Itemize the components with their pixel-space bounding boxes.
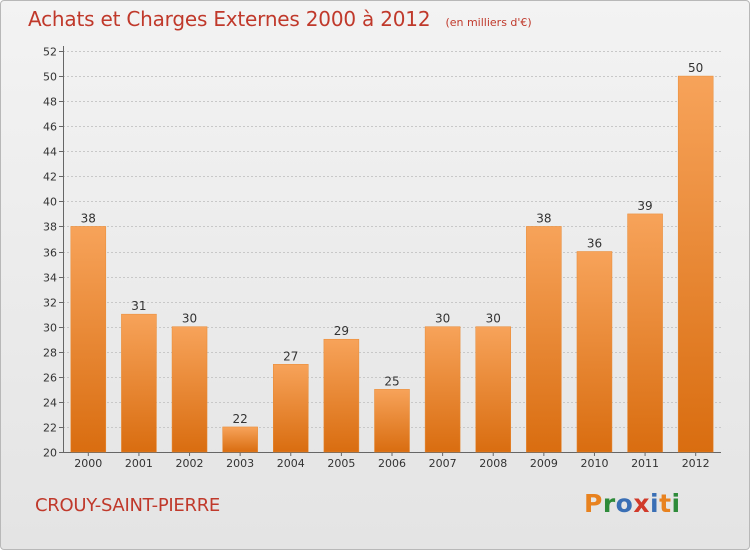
- bar-value-label: 29: [334, 324, 349, 338]
- y-tick-label: 24: [43, 397, 57, 410]
- y-tick-label: 50: [43, 71, 57, 84]
- bar-value-label: 39: [637, 199, 652, 213]
- bar-value-label: 36: [587, 237, 602, 251]
- chart-title-text: Achats et Charges Externes 2000 à 2012: [28, 7, 431, 31]
- bar-group: 30: [475, 312, 511, 453]
- bar: [677, 75, 714, 453]
- x-tick-label: 2012: [682, 457, 710, 470]
- x-tick-label: 2002: [176, 457, 204, 470]
- bar: [526, 226, 562, 453]
- commune-name: CROUY-SAINT-PIERRE: [35, 495, 220, 516]
- bar-value-label: 22: [233, 412, 248, 426]
- logo-letter: r: [602, 489, 616, 518]
- logo-letter: o: [615, 489, 634, 518]
- x-tick-label: 2003: [226, 457, 254, 470]
- bar-group: 31: [121, 299, 157, 453]
- y-tick-label: 32: [43, 297, 57, 310]
- logo-letter: i: [671, 489, 681, 518]
- x-tick-label: 2010: [580, 457, 608, 470]
- y-tick-label: 46: [43, 121, 57, 134]
- y-tick-label: 42: [43, 171, 57, 184]
- bar: [273, 364, 309, 453]
- bar-value-label: 30: [435, 312, 450, 326]
- bars: 38 31 30 22 27 29 25 30 30 38 36 39 50: [70, 61, 714, 453]
- y-tick-label: 30: [43, 322, 57, 335]
- bar-group: 36: [576, 237, 613, 453]
- chart-unit: (en milliers d'€): [445, 16, 532, 29]
- y-tick-label: 38: [43, 221, 57, 234]
- y-tick-label: 52: [43, 46, 57, 59]
- x-tick-label: 2011: [631, 457, 659, 470]
- axes: 20 22 24 26 28 30 32 34 36 38 40 42 44 46 48 50 52 2000 20…: [43, 46, 721, 470]
- y-tick-label: 26: [43, 372, 57, 385]
- logo-letter: t: [659, 489, 672, 518]
- y-tick-label: 22: [43, 422, 57, 435]
- bar-group: 22: [222, 412, 258, 453]
- bar-value-label: 38: [81, 211, 96, 225]
- bar: [222, 426, 258, 453]
- x-tick-label: 2008: [479, 457, 507, 470]
- y-tick-label: 40: [43, 196, 57, 209]
- bar: [627, 213, 663, 453]
- bar: [121, 313, 157, 453]
- bar-value-label: 25: [384, 374, 399, 388]
- bar-group: 25: [374, 374, 410, 453]
- x-tick-label: 2009: [530, 457, 558, 470]
- bar-value-label: 27: [283, 349, 298, 363]
- y-tick-label: 34: [43, 272, 57, 285]
- proxiti-logo: Proxiti: [584, 489, 681, 518]
- bar-group: 38: [526, 211, 562, 453]
- x-tick-label: 2006: [378, 457, 406, 470]
- bar-group: 29: [323, 324, 360, 453]
- bar-group: 38: [70, 211, 107, 453]
- y-tick-label: 48: [43, 96, 57, 109]
- bar-group: 50: [677, 61, 714, 453]
- bar-group: 39: [627, 199, 663, 453]
- y-tick-label: 20: [43, 447, 57, 460]
- chart-title: Achats et Charges Externes 2000 à 2012 (…: [28, 7, 532, 31]
- y-tick-label: 28: [43, 347, 57, 360]
- y-tick-label: 44: [43, 146, 57, 159]
- bar: [323, 338, 360, 453]
- bar-group: 30: [424, 312, 461, 453]
- bar: [171, 326, 208, 453]
- logo-letter: P: [584, 489, 603, 518]
- logo-letter: x: [633, 489, 650, 518]
- bar-group: 27: [273, 349, 309, 453]
- bar-value-label: 30: [486, 312, 501, 326]
- bar-value-label: 30: [182, 312, 197, 326]
- x-tick-label: 2001: [125, 457, 153, 470]
- x-tick-label: 2005: [327, 457, 355, 470]
- bar: [424, 326, 461, 453]
- bar: [576, 251, 613, 453]
- bar: [475, 326, 511, 453]
- x-tick-label: 2007: [429, 457, 457, 470]
- logo-letter: i: [650, 489, 660, 518]
- bar: [70, 226, 107, 453]
- bar-value-label: 38: [536, 211, 551, 225]
- bar-group: 30: [171, 312, 208, 453]
- x-tick-label: 2004: [277, 457, 305, 470]
- x-tick-label: 2000: [74, 457, 102, 470]
- y-tick-label: 36: [43, 247, 57, 260]
- bar-value-label: 50: [688, 61, 703, 75]
- bar: [374, 389, 410, 453]
- bar-value-label: 31: [131, 299, 146, 313]
